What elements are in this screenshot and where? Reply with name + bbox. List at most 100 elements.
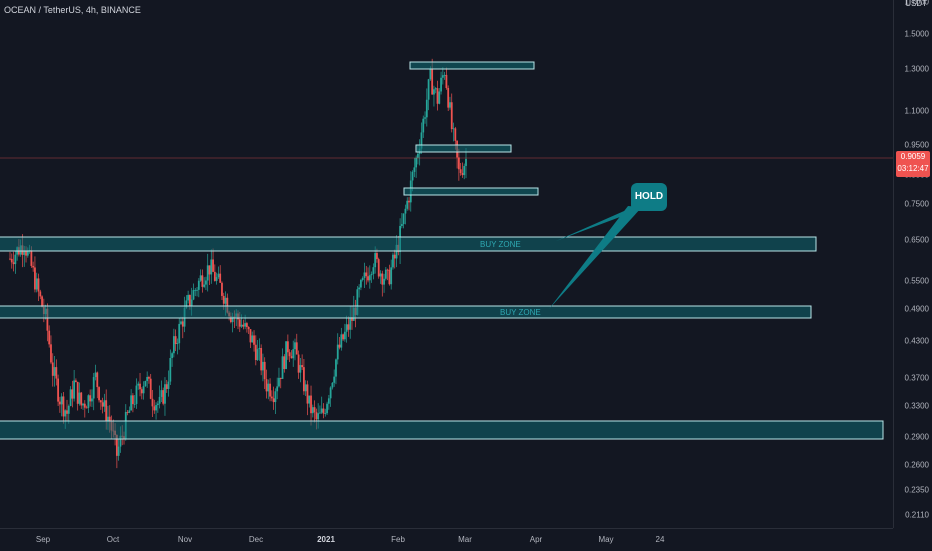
candle-body bbox=[363, 272, 366, 278]
candle-body bbox=[231, 316, 234, 323]
candle-body bbox=[313, 407, 316, 413]
candle-body bbox=[304, 384, 307, 392]
candle-body bbox=[67, 405, 70, 414]
buy-zone-label-upper: BUY ZONE bbox=[480, 240, 521, 249]
candle-body bbox=[278, 377, 280, 387]
candle-body bbox=[281, 356, 284, 379]
symbol-title[interactable]: OCEAN / TetherUS, 4h, BINANCE bbox=[4, 5, 141, 15]
candle-body bbox=[146, 376, 149, 382]
candle-body bbox=[62, 396, 65, 417]
time-tick: Feb bbox=[391, 535, 405, 544]
time-axis[interactable]: Sep Oct Nov Dec 2021 Feb Mar Apr May 24 bbox=[0, 528, 893, 551]
zone-rect-0800[interactable] bbox=[403, 187, 539, 196]
candle-body bbox=[379, 273, 382, 277]
candle-body bbox=[135, 385, 138, 404]
price-axis[interactable]: USDT 1.70001.50001.30001.10000.95000.850… bbox=[893, 0, 932, 528]
candle-body bbox=[37, 278, 40, 292]
candle-body bbox=[57, 378, 59, 402]
candle-body bbox=[267, 383, 270, 392]
candle-body bbox=[128, 410, 131, 413]
candle-body bbox=[262, 361, 264, 371]
candle-body bbox=[324, 413, 327, 414]
time-tick: Sep bbox=[35, 535, 51, 544]
candle-body bbox=[162, 390, 165, 404]
candle-body bbox=[415, 157, 418, 168]
candle-body bbox=[213, 271, 216, 281]
candle-body bbox=[217, 273, 220, 278]
candle-body bbox=[386, 269, 389, 271]
candle-body bbox=[272, 398, 275, 403]
candle-body bbox=[283, 356, 286, 369]
candle-body bbox=[388, 269, 391, 285]
candle-body bbox=[358, 287, 361, 290]
hold-callout[interactable]: HOLD bbox=[631, 183, 667, 211]
candle-body bbox=[286, 341, 289, 353]
candle-body bbox=[288, 352, 291, 357]
candle-body bbox=[64, 410, 67, 417]
candle-body bbox=[201, 275, 204, 287]
support-zone-rect[interactable] bbox=[0, 420, 884, 440]
candle-body bbox=[338, 344, 341, 348]
candle-body bbox=[165, 384, 168, 389]
buy-zone-rect-upper[interactable] bbox=[0, 236, 817, 252]
candles-group bbox=[9, 58, 467, 469]
candle-body bbox=[402, 213, 405, 225]
buy-zone-rect-lower[interactable] bbox=[0, 305, 812, 319]
price-tick: 1.7000 bbox=[904, 0, 929, 7]
price-chart[interactable]: BUY ZONE BUY ZONE bbox=[0, 0, 893, 528]
candle-body bbox=[80, 392, 83, 406]
candle-body bbox=[238, 319, 241, 327]
price-tick: 0.4300 bbox=[904, 336, 929, 346]
candle-body bbox=[187, 294, 190, 301]
candle-body bbox=[229, 316, 232, 323]
candle-body bbox=[53, 367, 56, 376]
candle-body bbox=[317, 413, 320, 420]
candle-body bbox=[197, 280, 200, 290]
price-tick: 1.3000 bbox=[904, 64, 929, 74]
candle-body bbox=[212, 259, 214, 272]
candle-body bbox=[461, 172, 464, 176]
candle-body bbox=[215, 277, 218, 281]
candle-body bbox=[244, 323, 247, 327]
candle-body bbox=[180, 321, 182, 324]
price-tick: 0.2900 bbox=[904, 432, 929, 442]
time-tick: 24 bbox=[655, 535, 665, 544]
candle-body bbox=[12, 262, 15, 265]
candle-body bbox=[374, 253, 377, 268]
candle-body bbox=[319, 412, 321, 414]
candle-body bbox=[41, 296, 43, 307]
candle-body bbox=[440, 77, 442, 92]
price-tick: 0.2350 bbox=[904, 485, 929, 495]
candle-body bbox=[169, 358, 172, 382]
candle-body bbox=[78, 392, 81, 404]
zone-rect-0950[interactable] bbox=[415, 144, 512, 153]
candle-body bbox=[98, 387, 100, 401]
candle-body bbox=[449, 102, 451, 108]
candle-body bbox=[75, 380, 77, 382]
candle-body bbox=[295, 342, 298, 355]
chart-canvas[interactable]: BUY ZONE BUY ZONE OCEAN / TetherUS, 4h, … bbox=[0, 0, 893, 528]
candle-body bbox=[222, 295, 225, 304]
candle-body bbox=[87, 395, 90, 408]
time-tick: Apr bbox=[529, 535, 543, 544]
candle-body bbox=[356, 289, 359, 315]
candle-body bbox=[178, 323, 181, 344]
candle-body bbox=[117, 446, 120, 456]
candle-body bbox=[333, 376, 336, 383]
price-tick: 0.5500 bbox=[904, 276, 929, 286]
candle-body bbox=[306, 384, 309, 404]
candle-body bbox=[219, 273, 222, 283]
candle-body bbox=[210, 259, 213, 275]
candle-body bbox=[249, 329, 252, 343]
candle-body bbox=[10, 258, 13, 263]
candle-body bbox=[342, 334, 344, 340]
candle-body bbox=[126, 412, 129, 413]
zone-rect-1300[interactable] bbox=[409, 61, 535, 70]
candle-body bbox=[260, 348, 263, 371]
candle-body bbox=[221, 282, 223, 296]
candle-body bbox=[368, 275, 371, 281]
candle-body bbox=[431, 68, 434, 95]
candle-body bbox=[367, 276, 369, 281]
candle-body bbox=[23, 251, 26, 255]
candle-body bbox=[58, 401, 61, 405]
